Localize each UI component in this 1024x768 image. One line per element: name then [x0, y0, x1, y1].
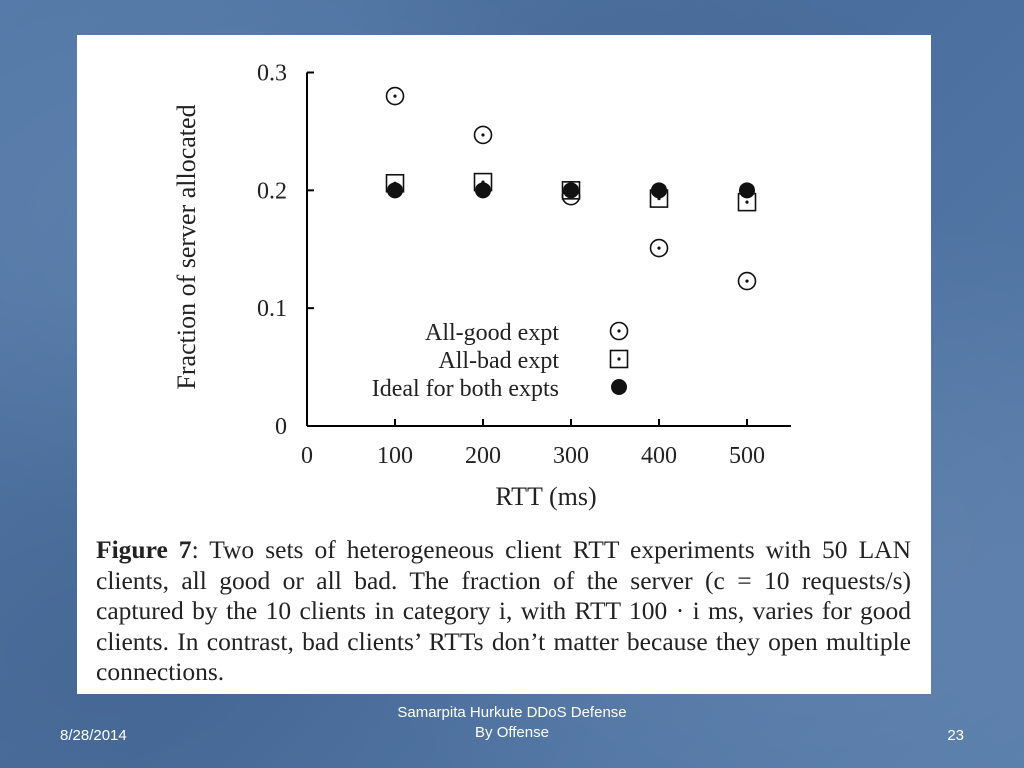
legend-marker-square-dot	[609, 349, 629, 369]
data-point-filled-circle	[563, 182, 579, 199]
figure-caption: Figure 7: Two sets of heterogeneous clie…	[96, 535, 911, 688]
data-point-filled-circle	[387, 182, 403, 199]
caption-text: : Two sets of heterogeneous client RTT e…	[96, 535, 911, 686]
y-tick-label: 0.1	[257, 296, 287, 322]
figure-label: Figure 7	[96, 535, 192, 564]
footer-page-number: 23	[947, 727, 964, 744]
footer-title-line2: By Offense	[475, 724, 549, 741]
legend-marker-square-dot-dot	[617, 357, 621, 361]
y-tick-label: 0.2	[257, 178, 287, 204]
y-axis-label: Fraction of server allocated	[172, 104, 201, 389]
footer-title: Samarpita Hurkute DDoS Defense By Offens…	[342, 703, 682, 743]
data-point-circle-dot	[737, 271, 757, 291]
data-point-circle-dot-dot	[481, 133, 485, 137]
x-axis-label: RTT (ms)	[495, 482, 596, 511]
legend-label: All-good expt	[425, 320, 559, 346]
data-point-filled-circle	[739, 182, 755, 199]
scatter-chart: 0 0.1 0.2 0.3 0 100 200 300 400 500 RTT (ms) Fracti…	[172, 61, 791, 511]
data-point-circle-dot	[473, 125, 493, 145]
data-point-filled-circle	[651, 182, 667, 199]
x-tick-label: 300	[553, 443, 589, 469]
data-point-circle-dot-dot	[393, 94, 397, 98]
legend-marker-filled-circle	[611, 379, 627, 395]
data-point-circle-dot-dot	[657, 246, 661, 250]
legend-label: All-bad expt	[438, 348, 559, 374]
y-tick-label: 0	[275, 414, 287, 440]
data-point-filled-circle	[475, 182, 491, 199]
x-tick-label: 0	[301, 443, 313, 469]
footer-title-line1: Samarpita Hurkute DDoS Defense	[397, 704, 627, 721]
footer-date: 8/28/2014	[60, 727, 127, 744]
x-tick-label: 100	[377, 443, 413, 469]
x-tick-label: 400	[641, 443, 677, 469]
data-point-square-dot-dot	[745, 200, 749, 204]
data-point-circle-dot	[385, 86, 405, 106]
y-tick-label: 0.3	[257, 61, 287, 87]
legend-marker-circle-dot-dot	[617, 329, 621, 333]
data-point-circle-dot-dot	[745, 279, 749, 283]
figure-panel: 0 0.1 0.2 0.3 0 100 200 300 400 500 RTT (ms) Fracti…	[77, 35, 931, 694]
legend-label: Ideal for both expts	[372, 376, 559, 402]
data-point-square-dot	[561, 181, 581, 200]
x-tick-label: 200	[465, 443, 501, 469]
x-tick-label: 500	[729, 443, 765, 469]
legend-marker-circle-dot	[609, 321, 629, 341]
data-point-circle-dot	[649, 238, 669, 258]
